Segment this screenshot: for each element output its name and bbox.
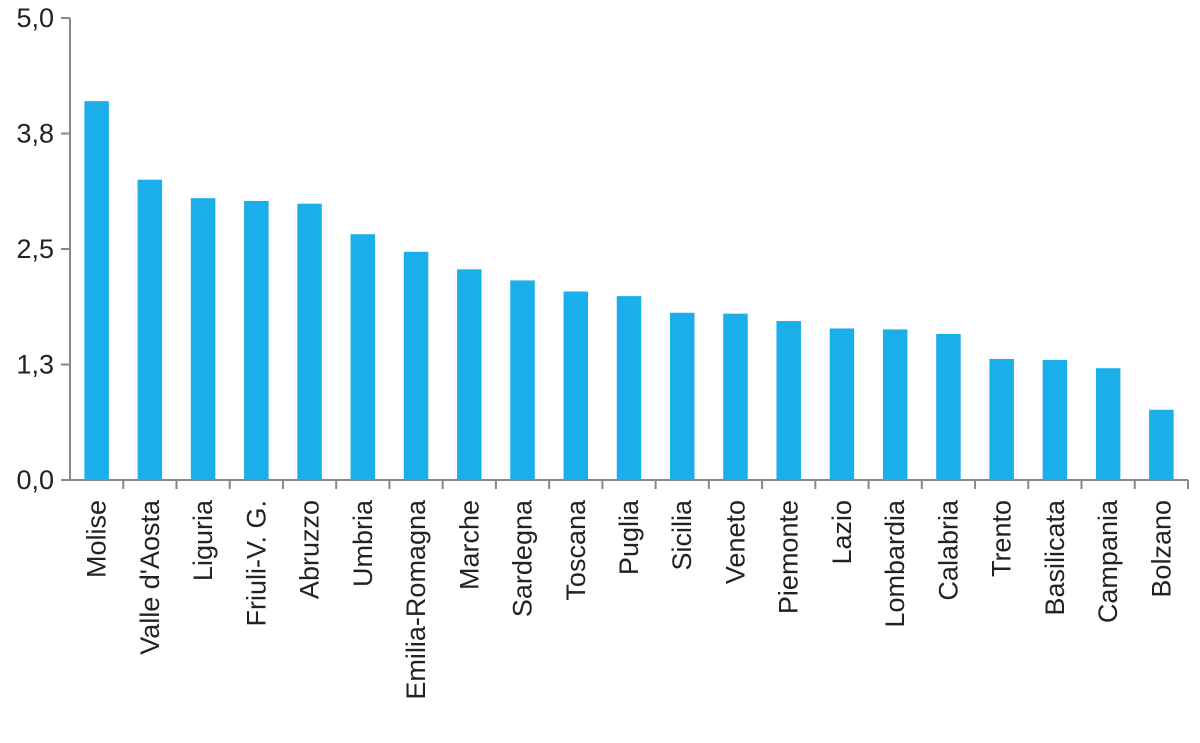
bar	[137, 179, 163, 480]
bar	[669, 312, 695, 480]
bar	[403, 251, 429, 480]
x-category-label: Friuli-V. G.	[241, 500, 271, 627]
y-axis-ticks	[61, 17, 70, 481]
y-axis-tick-labels: 0,0 1,3 2,5 3,8 5,0	[16, 3, 54, 495]
bar	[190, 198, 216, 480]
y-tick-label: 2,5	[16, 234, 54, 264]
x-category-label: Sardegna	[508, 499, 538, 617]
x-category-label: Bolzano	[1146, 500, 1176, 598]
x-category-label: Sicilia	[667, 499, 697, 571]
x-category-label: Umbria	[348, 499, 378, 587]
bar	[1042, 359, 1068, 480]
bar	[457, 269, 482, 480]
y-tick-label: 5,0	[16, 3, 54, 33]
y-tick-label: 0,0	[16, 465, 54, 495]
bars	[84, 101, 1174, 480]
bar	[723, 313, 748, 480]
x-category-label: Basilicata	[1040, 499, 1070, 616]
bar	[84, 101, 109, 480]
bar	[829, 328, 855, 480]
x-category-label: Lombardia	[880, 499, 910, 628]
x-category-label: Campania	[1093, 499, 1123, 623]
bar	[563, 291, 589, 480]
bar	[297, 203, 322, 480]
x-category-label: Toscana	[561, 499, 591, 601]
x-category-label: Lazio	[827, 500, 857, 565]
bar	[510, 280, 535, 480]
bar	[989, 358, 1014, 480]
x-category-label: Valle d'Aosta	[135, 499, 165, 655]
bar	[936, 334, 961, 480]
x-category-label: Liguria	[188, 499, 218, 581]
y-tick-label: 1,3	[16, 350, 54, 380]
x-category-label: Abruzzo	[295, 500, 325, 599]
x-category-label: Marche	[454, 500, 484, 590]
x-axis-ticks	[122, 480, 1189, 489]
x-category-label: Puglia	[614, 499, 644, 575]
x-category-label: Molise	[82, 500, 112, 578]
x-category-label: Piemonte	[774, 500, 804, 614]
x-category-label: Emilia-Romagna	[401, 499, 431, 700]
x-category-label: Calabria	[933, 499, 963, 601]
bar	[616, 296, 642, 480]
bar	[244, 200, 269, 480]
bar	[1095, 368, 1121, 480]
bar	[350, 234, 376, 480]
bar	[776, 321, 801, 480]
bar	[1149, 409, 1174, 480]
y-tick-label: 3,8	[16, 119, 54, 149]
x-category-label: Trento	[987, 500, 1017, 577]
bar	[882, 329, 908, 480]
x-category-label: Veneto	[720, 500, 750, 584]
x-axis-category-labels: Molise Valle d'Aosta Liguria Friuli-V. G. Ab…	[82, 499, 1177, 700]
